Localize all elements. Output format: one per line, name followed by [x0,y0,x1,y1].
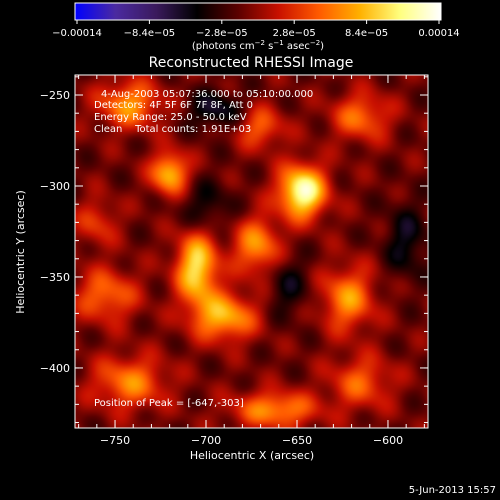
colorbar-tick-label: 8.4e−05 [345,28,388,39]
info-line-detectors: Detectors: 4F 5F 6F 7F 8F, Att 0 [94,100,253,111]
colorbar-tick-label: −8.4e−05 [124,28,176,39]
colorbar-ticks: −0.00014 −8.4e−05 −2.8e−05 2.8e−05 8.4e−05 0.… [52,20,460,39]
y-tick-label: −400 [40,362,70,375]
colorbar: −0.00014 −8.4e−05 −2.8e−05 2.8e−05 8.4e−05 0.… [52,2,460,52]
x-tick-label: −750 [100,434,130,447]
colorbar-tick-label: 2.8e−05 [273,28,316,39]
heatmap-image [75,75,428,428]
y-tick-label: −300 [40,180,70,193]
peak-position-label: Position of Peak = [-647,-303] [94,398,244,409]
colorbar-tick-label: 0.00014 [418,28,459,39]
y-tick-label: −250 [40,89,70,102]
info-line-clean: Clean Total counts: 1.91E+03 [94,124,251,135]
chart-title: Reconstructed RHESSI Image [149,55,354,71]
y-tick-label: −350 [40,271,70,284]
plot-timestamp: 5-Jun-2013 15:57 [409,485,496,496]
x-tick-label: −700 [191,434,221,447]
x-tick-label: −600 [373,434,403,447]
colorbar-tick-label: −2.8e−05 [196,28,248,39]
x-axis-label: Heliocentric X (arcsec) [190,449,314,462]
info-line-time: 4-Aug-2003 05:07:36.000 to 05:10:00.000 [101,89,313,100]
info-line-energy: Energy Range: 25.0 - 50.0 keV [94,112,247,123]
image-area [74,74,429,429]
colorbar-gradient [74,2,442,21]
x-tick-label: −650 [282,434,312,447]
colorbar-unit: (photons cm−2 s−1 asec−2) [192,39,324,52]
info-block: 4-Aug-2003 05:07:36.000 to 05:10:00.000 … [94,89,313,135]
plot-frame [74,74,429,429]
colorbar-tick-label: −0.00014 [52,28,102,39]
axes: −750 −700 −650 −600 −250 −300 −350 −400 [40,75,428,447]
y-axis-label: Heliocentric Y (arcsec) [14,190,27,314]
